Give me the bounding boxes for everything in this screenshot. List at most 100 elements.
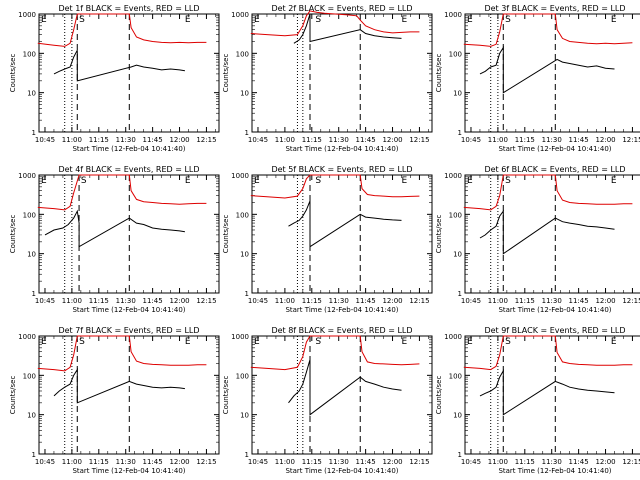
- y-tick-label: 10: [453, 90, 462, 98]
- s-marker: S: [315, 176, 321, 186]
- e-marker: E: [611, 337, 617, 347]
- x-axis-label: Start Time (12-Feb-04 10:41:40): [285, 467, 398, 475]
- series-events-line: [479, 45, 615, 94]
- panel-7: Det 7f BLACK = Events, RED = LLD 1 10 100 10…: [9, 326, 220, 475]
- panel-title: Det 6f BLACK = Events, RED = LLD: [484, 165, 625, 174]
- x-tick-label: 12:00: [169, 136, 189, 144]
- series-events-line: [479, 209, 615, 255]
- y-tick-label: 1: [458, 129, 462, 137]
- x-tick-label: 11:45: [143, 458, 163, 466]
- y-tick-label: 10: [240, 251, 249, 259]
- start-e-marker: E: [41, 15, 47, 25]
- x-tick-label: 11:45: [569, 136, 589, 144]
- panel-8: Det 8f BLACK = Events, RED = LLD 1 10 100 10…: [222, 326, 433, 475]
- y-tick-label: 100: [449, 50, 462, 58]
- e-marker: E: [611, 176, 617, 186]
- x-tick-label: 12:15: [196, 458, 216, 466]
- x-tick-label: 10:45: [461, 297, 481, 305]
- x-tick-label: 12:15: [622, 297, 640, 305]
- series-lld-line: [463, 174, 633, 211]
- y-tick-label: 100: [236, 211, 249, 219]
- y-tick-label: 1000: [231, 11, 249, 19]
- y-tick-label: 10: [27, 90, 36, 98]
- y-tick-label: 1000: [18, 172, 36, 180]
- panel-title: Det 8f BLACK = Events, RED = LLD: [271, 326, 412, 335]
- series-events-line: [53, 49, 185, 82]
- series-events-line: [288, 359, 402, 416]
- s-marker: S: [315, 15, 321, 25]
- y-tick-label: 1000: [231, 172, 249, 180]
- y-axis-label: Counts/sec: [435, 376, 443, 415]
- y-tick-label: 100: [449, 211, 462, 219]
- x-axis-label: Start Time (12-Feb-04 10:41:40): [72, 145, 185, 153]
- series-lld-line: [250, 174, 420, 199]
- panel-9: Det 9f BLACK = Events, RED = LLD 1 10 100 10…: [435, 326, 640, 475]
- x-tick-label: 12:15: [409, 136, 429, 144]
- x-tick-label: 12:00: [595, 458, 615, 466]
- x-tick-label: 11:15: [89, 136, 109, 144]
- y-tick-label: 1000: [444, 11, 462, 19]
- y-axis-label: Counts/sec: [435, 215, 443, 254]
- s-marker: S: [505, 15, 511, 25]
- plot-frame: [464, 335, 640, 455]
- x-tick-label: 12:00: [595, 297, 615, 305]
- x-tick-label: 11:15: [302, 297, 322, 305]
- y-tick-label: 1: [245, 290, 249, 298]
- y-tick-label: 1: [245, 129, 249, 137]
- x-tick-label: 12:15: [409, 458, 429, 466]
- x-tick-label: 11:15: [89, 458, 109, 466]
- series-events-line: [44, 209, 185, 248]
- x-axis-label: Start Time (12-Feb-04 10:41:40): [72, 467, 185, 475]
- y-tick-label: 100: [236, 372, 249, 380]
- x-tick-label: 11:45: [356, 458, 376, 466]
- x-tick-label: 11:00: [62, 136, 82, 144]
- x-tick-label: 10:45: [461, 458, 481, 466]
- x-tick-label: 11:15: [89, 297, 109, 305]
- y-tick-label: 100: [236, 50, 249, 58]
- panel-title: Det 4f BLACK = Events, RED = LLD: [58, 165, 199, 174]
- panel-1: Det 1f BLACK = Events, RED = LLD 1 10 100 10…: [9, 4, 220, 153]
- x-tick-label: 11:30: [116, 297, 136, 305]
- plot-frame: [251, 13, 433, 133]
- y-tick-label: 1: [245, 451, 249, 459]
- series-lld-line: [37, 335, 207, 372]
- x-tick-label: 12:00: [382, 458, 402, 466]
- panel-title: Det 1f BLACK = Events, RED = LLD: [58, 4, 199, 13]
- start-e-marker: E: [467, 337, 473, 347]
- panel-title: Det 2f BLACK = Events, RED = LLD: [271, 4, 412, 13]
- y-tick-label: 1: [32, 451, 36, 459]
- series-events-line: [479, 369, 615, 416]
- start-e-marker: E: [254, 176, 260, 186]
- start-e-marker: E: [41, 176, 47, 186]
- x-tick-label: 11:00: [62, 297, 82, 305]
- x-tick-label: 11:30: [116, 136, 136, 144]
- series-events-line: [288, 200, 402, 248]
- plot-frame: [464, 174, 640, 294]
- series-lld-line: [37, 13, 207, 47]
- x-tick-label: 11:00: [488, 458, 508, 466]
- panel-title: Det 9f BLACK = Events, RED = LLD: [484, 326, 625, 335]
- x-tick-label: 11:15: [515, 458, 535, 466]
- series-lld-line: [463, 13, 633, 47]
- s-marker: S: [505, 176, 511, 186]
- x-tick-label: 11:00: [488, 136, 508, 144]
- x-tick-label: 11:30: [542, 458, 562, 466]
- y-tick-label: 1: [458, 451, 462, 459]
- y-tick-label: 10: [240, 412, 249, 420]
- panel-title: Det 3f BLACK = Events, RED = LLD: [484, 4, 625, 13]
- y-tick-label: 1000: [231, 333, 249, 341]
- e-marker: E: [402, 15, 408, 25]
- y-tick-label: 10: [453, 251, 462, 259]
- x-tick-label: 11:00: [275, 458, 295, 466]
- x-tick-label: 12:00: [169, 458, 189, 466]
- panel-3: Det 3f BLACK = Events, RED = LLD 1 10 100 10…: [435, 4, 640, 153]
- x-tick-label: 10:45: [461, 136, 481, 144]
- x-tick-label: 11:30: [329, 297, 349, 305]
- x-tick-label: 11:15: [302, 136, 322, 144]
- plot-frame: [464, 13, 640, 133]
- series-events-line: [293, 13, 402, 44]
- x-tick-label: 11:45: [356, 297, 376, 305]
- s-marker: S: [81, 176, 87, 186]
- series-events-line: [53, 367, 185, 404]
